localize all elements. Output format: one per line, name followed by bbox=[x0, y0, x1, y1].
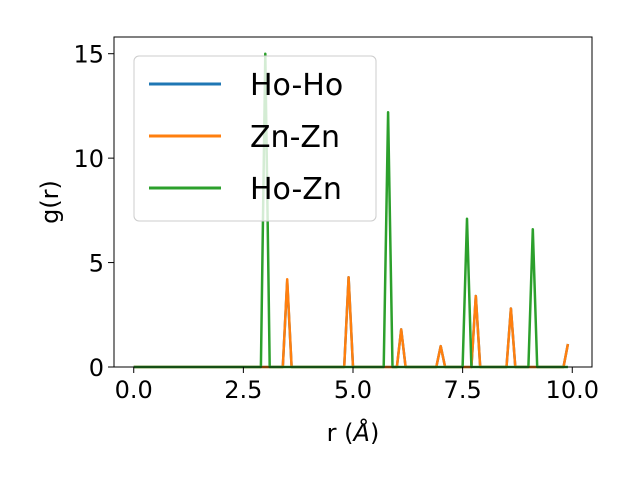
x-axis-label: r (Å) bbox=[327, 418, 380, 447]
legend-label: Ho-Ho bbox=[250, 68, 343, 103]
x-tick-label: 0.0 bbox=[115, 376, 153, 404]
x-tick-label: 2.5 bbox=[224, 376, 262, 404]
legend-label: Ho-Zn bbox=[250, 172, 342, 207]
x-tick-label: 5.0 bbox=[334, 376, 372, 404]
x-tick-label: 7.5 bbox=[444, 376, 482, 404]
y-axis-label: g(r) bbox=[36, 180, 64, 224]
series-line-1 bbox=[133, 275, 570, 369]
legend: Ho-Ho Zn-Zn Ho-Zn bbox=[133, 55, 377, 222]
y-tick-label: 5 bbox=[89, 250, 104, 278]
y-tick-label: 10 bbox=[73, 145, 104, 173]
y-tick-label: 15 bbox=[73, 41, 104, 69]
legend-label: Zn-Zn bbox=[250, 120, 340, 155]
x-tick-label: 10.0 bbox=[546, 376, 599, 404]
legend-box bbox=[133, 55, 377, 222]
ticks: 0.0 2.5 5.0 7.5 10.0 0 5 10 15 bbox=[73, 41, 599, 404]
y-tick-label: 0 bbox=[89, 354, 104, 382]
